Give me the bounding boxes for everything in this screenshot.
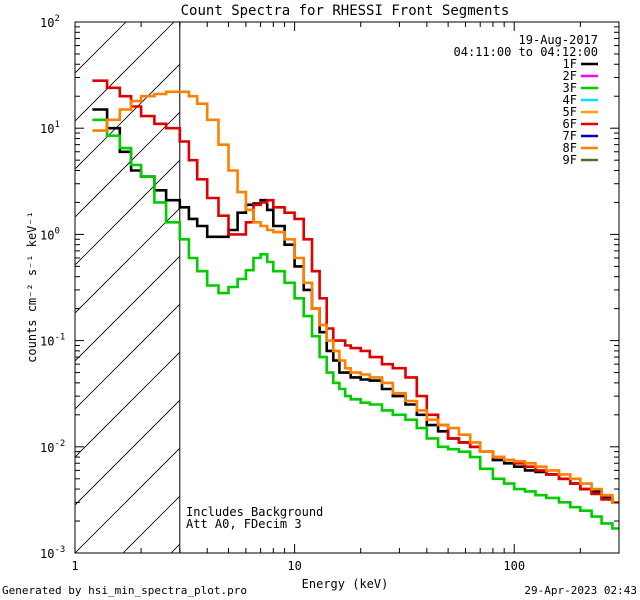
series-6F [92, 79, 619, 504]
plot-frame [74, 21, 620, 554]
y-tick-label: 102 [40, 14, 60, 30]
y-tick-exponent: 2 [54, 14, 59, 24]
hatch-line [603, 22, 640, 553]
annotation-attenuator: Att A0, FDecim 3 [186, 517, 302, 531]
y-axis-label: counts cm⁻² s⁻¹ keV⁻¹ [25, 211, 39, 363]
hatch-line [363, 22, 640, 553]
series-layer [92, 79, 619, 530]
legend-label: 4F [563, 93, 577, 107]
y-tick-label: 10-3 [40, 545, 65, 561]
footer-generated-by: Generated by hsi_min_spectra_plot.pro [2, 584, 247, 597]
legend-label: 7F [563, 129, 577, 143]
chart-title: Count Spectra for RHESSI Front Segments [181, 3, 510, 19]
hatch-line [75, 207, 180, 314]
legend-label: 8F [563, 141, 577, 155]
series-3F [92, 118, 619, 530]
legend-label: 6F [563, 117, 577, 131]
series-8F [92, 90, 619, 504]
y-tick-exponent: 1 [54, 120, 59, 130]
hatch-line [75, 255, 180, 362]
y-tick-label: 10-1 [40, 333, 65, 349]
annotation-background: Includes Background [186, 505, 323, 519]
observation-date: 19-Aug-2017 [519, 33, 598, 47]
x-tick-label: 10 [287, 559, 301, 573]
legend-label: 5F [563, 105, 577, 119]
y-tick-exponent: -2 [54, 439, 65, 449]
hatch-line [75, 22, 175, 122]
y-tick-exponent: 0 [54, 226, 59, 236]
hatch-line [75, 159, 180, 266]
legend-label: 3F [563, 81, 577, 95]
legend-label: 9F [563, 153, 577, 167]
attenuated-region-hatching [75, 22, 640, 553]
legend-label: 1F [563, 57, 577, 71]
x-axis-label: Energy (keV) [302, 577, 389, 591]
observation-time-range: 04:11:00 to 04:12:00 [454, 45, 599, 59]
hatch-line [315, 22, 640, 553]
x-tick-label: 100 [503, 559, 525, 573]
hatch-line [75, 447, 180, 553]
y-tick-exponent: -3 [54, 545, 65, 555]
hatch-line [75, 399, 180, 506]
y-tick-label: 100 [40, 226, 60, 242]
legend-label: 2F [563, 69, 577, 83]
hatch-line [75, 63, 180, 170]
x-tick-label: 1 [71, 559, 78, 573]
hatch-line [267, 22, 640, 553]
hatch-line [411, 22, 640, 553]
y-tick-label: 101 [40, 120, 60, 136]
y-tick-exponent: -1 [54, 333, 65, 343]
footer-timestamp: 29-Apr-2023 02:43 [524, 584, 637, 597]
hatch-line [75, 351, 180, 458]
series-1F [92, 108, 619, 504]
y-tick-label: 10-2 [40, 439, 65, 455]
